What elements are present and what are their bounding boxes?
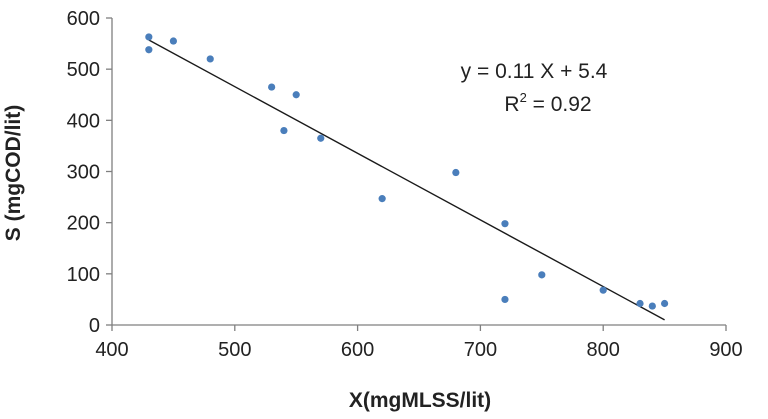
data-point bbox=[169, 37, 177, 45]
data-point bbox=[538, 271, 546, 279]
x-tick-label: 900 bbox=[709, 339, 742, 361]
x-tick-label: 500 bbox=[218, 339, 251, 361]
x-tick-label: 400 bbox=[95, 339, 128, 361]
data-point bbox=[378, 195, 386, 203]
y-tick-label: 0 bbox=[89, 315, 100, 337]
data-point bbox=[206, 55, 214, 63]
x-tick-label: 800 bbox=[587, 339, 620, 361]
trendline bbox=[148, 39, 665, 321]
data-point bbox=[280, 126, 288, 135]
x-axis: 400 500 600 700 800 900 bbox=[95, 324, 743, 361]
data-points bbox=[145, 33, 669, 310]
r-squared-value: = 0.92 bbox=[527, 93, 592, 116]
data-point bbox=[648, 302, 656, 310]
data-point bbox=[452, 168, 460, 177]
y-tick-label: 300 bbox=[67, 162, 100, 184]
data-point bbox=[145, 46, 153, 54]
r-squared-label: R2 = 0.92 bbox=[504, 90, 591, 116]
y-tick-label: 400 bbox=[67, 110, 100, 132]
data-point bbox=[268, 83, 276, 91]
x-axis-title: X(mgMLSS/lit) bbox=[349, 389, 491, 412]
data-point bbox=[501, 295, 509, 304]
y-tick-label: 100 bbox=[67, 264, 100, 286]
y-tick-label: 600 bbox=[67, 8, 100, 30]
data-point bbox=[145, 33, 153, 41]
x-tick-label: 700 bbox=[464, 339, 497, 361]
y-axis-title: S (mgCOD/lit) bbox=[2, 105, 25, 242]
data-point bbox=[636, 299, 644, 308]
y-axis: 0 100 200 300 400 500 600 bbox=[67, 8, 113, 337]
data-point bbox=[501, 220, 509, 228]
trendline-layer bbox=[148, 39, 665, 321]
data-point bbox=[661, 299, 669, 308]
data-point bbox=[292, 91, 300, 99]
equation-label: y = 0.11 X + 5.4 bbox=[461, 60, 608, 83]
y-tick-label: 200 bbox=[67, 213, 100, 235]
x-tick-label: 600 bbox=[341, 339, 374, 361]
y-tick-label: 500 bbox=[67, 59, 100, 81]
data-point bbox=[599, 286, 607, 294]
data-point bbox=[317, 134, 325, 142]
r-squared-exponent: 2 bbox=[520, 90, 527, 105]
r-squared-prefix: R bbox=[504, 93, 519, 116]
